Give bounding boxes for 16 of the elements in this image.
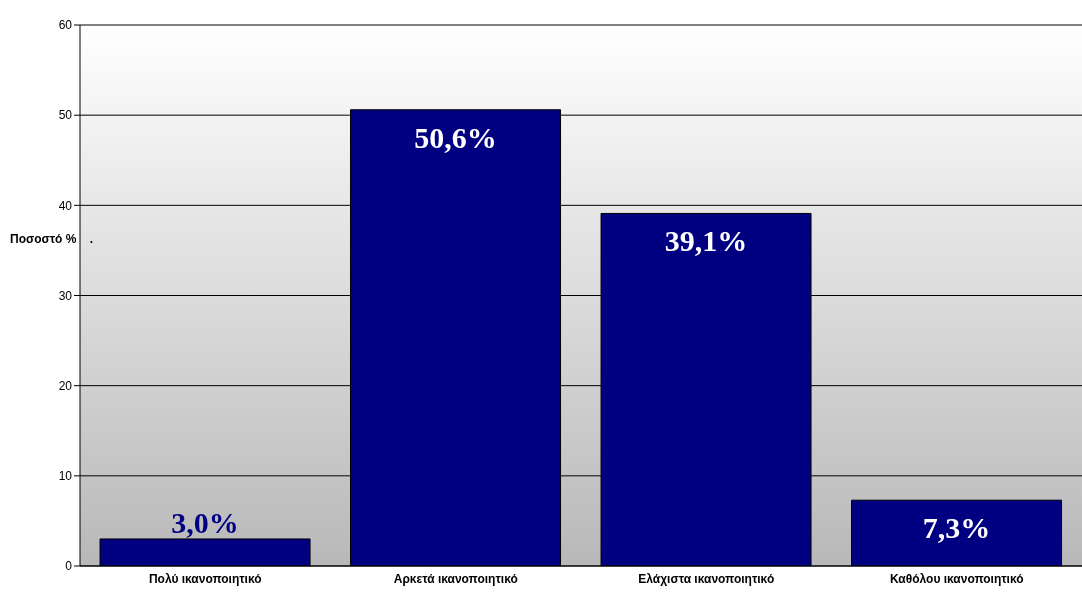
x-tick-label: Αρκετά ικανοποιητικό <box>393 571 518 586</box>
data-label: 50,6% <box>414 120 497 154</box>
data-label: 3,0% <box>171 505 239 539</box>
y-tick-label: 40 <box>58 198 73 213</box>
y-tick-label: 20 <box>58 378 73 393</box>
x-tick-label: Καθόλου ικανοποιητικό <box>889 571 1024 586</box>
y-tick-label: 10 <box>58 469 73 484</box>
y-tick-label: 30 <box>58 288 73 303</box>
x-tick-label: Πολύ ικανοποιητικό <box>148 571 262 586</box>
data-label: 7,3% <box>922 511 991 545</box>
x-tick-label: Ελάχιστα ικανοποιητικό <box>638 571 775 586</box>
y-tick-label: 60 <box>58 18 73 33</box>
y-tick-label: 50 <box>58 108 73 123</box>
y-tick-label: 0 <box>65 559 73 574</box>
data-label: 39,1% <box>664 224 748 258</box>
y-axis-title: Ποσοστό % . <box>10 232 94 246</box>
